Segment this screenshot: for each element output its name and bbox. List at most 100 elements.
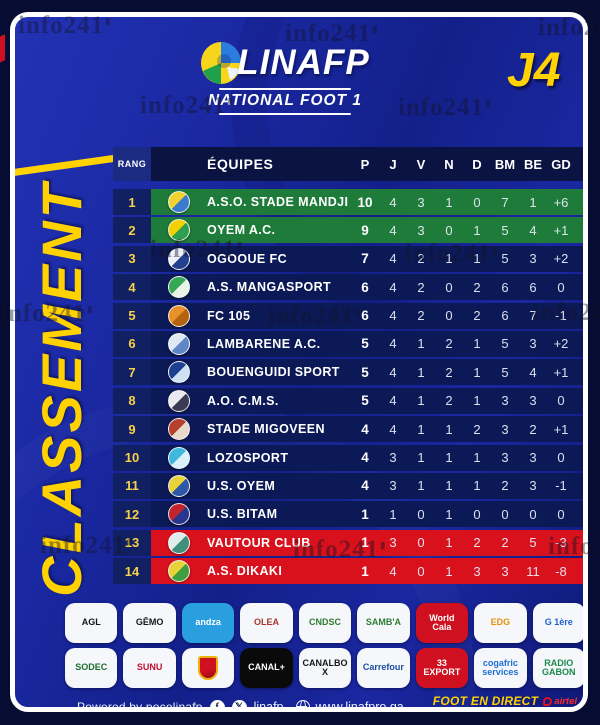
stat-cell: 2 xyxy=(473,421,481,437)
sponsor-logo: CNDSC xyxy=(298,603,352,643)
stat-column-header: BM xyxy=(494,156,516,172)
stat-cell: 4 xyxy=(389,308,397,324)
club-badge-icon xyxy=(168,276,190,299)
stat-cell: 2 xyxy=(501,478,509,494)
stat-cell: 6 xyxy=(501,308,509,324)
points-cell: 5 xyxy=(361,364,369,380)
sponsor-logo: OLEA xyxy=(240,603,293,643)
stat-column-header: BE xyxy=(523,156,543,172)
stat-cell: +1 xyxy=(553,421,569,437)
club-badge-icon xyxy=(168,247,190,270)
standings-table: RANG ÉQUIPES P J V N D BM BE GD 1 A.S.O. STADE M… xyxy=(113,147,583,586)
team-name: VAUTOUR CLUB xyxy=(207,535,311,550)
sponsor-label: OLEA xyxy=(254,617,280,628)
stat-cell: 1 xyxy=(417,478,425,494)
stat-cell: 4 xyxy=(389,251,397,267)
stat-cell: 1 xyxy=(417,364,425,380)
table-row: 3 OGOOUE FC 7 4 2 1 1 5 3 +2 xyxy=(113,245,583,272)
points-cell: 1 xyxy=(361,506,369,522)
sponsor-logo: Carrefour xyxy=(357,648,410,688)
airtel-brand: airtel xyxy=(554,695,577,707)
stat-cell: 1 xyxy=(417,393,425,409)
team-name: A.S. DIKAKI xyxy=(207,564,283,579)
table-row: 2 OYEM A.C. 9 4 3 0 1 5 4 +1 xyxy=(113,217,583,244)
table-row: 5 FC 105 6 4 2 0 2 6 7 -1 xyxy=(113,302,583,329)
stat-cell: 3 xyxy=(529,251,537,267)
stat-cell: 0 xyxy=(445,279,453,295)
stat-column-header: V xyxy=(416,156,426,172)
stat-cell: -8 xyxy=(555,563,567,579)
stat-cell: 0 xyxy=(417,506,425,522)
club-badge-icon xyxy=(168,304,190,327)
points-cell: 1 xyxy=(361,535,369,551)
stat-cell: +6 xyxy=(553,194,569,210)
team-name: STADE MIGOVEEN xyxy=(207,422,325,437)
stat-cell: 1 xyxy=(473,450,481,466)
stat-cell: 1 xyxy=(473,251,481,267)
divider xyxy=(219,113,351,115)
stat-cell: 1 xyxy=(417,336,425,352)
social-handle: linafp xyxy=(253,700,284,712)
club-badge-icon xyxy=(168,361,190,384)
stat-cell: 1 xyxy=(473,222,481,238)
team-name: U.S. OYEM xyxy=(207,478,276,493)
team-name: OYEM A.C. xyxy=(207,223,276,238)
sponsor-label: andza xyxy=(195,617,221,628)
points-cell: 7 xyxy=(361,251,369,267)
stat-cell: 2 xyxy=(417,308,425,324)
rank-cell: 12 xyxy=(113,501,151,528)
league-name: LINAFP xyxy=(237,43,370,82)
stat-cell: 0 xyxy=(557,506,565,522)
club-badge-icon xyxy=(168,503,190,526)
stat-column-header: P xyxy=(360,156,370,172)
sponsor-logo: CANAL+ xyxy=(240,648,293,688)
stat-cell: 4 xyxy=(389,222,397,238)
team-name: U.S. BITAM xyxy=(207,507,278,522)
club-badge-icon xyxy=(168,191,190,213)
table-row: 1 A.S.O. STADE MANDJI 10 4 3 1 0 7 1 +6 xyxy=(113,189,583,215)
team-column-header: ÉQUIPES xyxy=(207,156,274,172)
stat-cell: 1 xyxy=(473,478,481,494)
sponsor-label: CANALBOX xyxy=(302,657,348,677)
stat-cell: 1 xyxy=(445,194,453,210)
stat-cell: 0 xyxy=(501,506,509,522)
sponsor-logo: cogafric services xyxy=(474,648,527,688)
live-label: FOOT EN DIRECT xyxy=(432,694,539,708)
team-name: OGOOUE FC xyxy=(207,251,287,266)
stat-cell: 0 xyxy=(557,279,565,295)
points-cell: 6 xyxy=(361,308,369,324)
team-name: BOUENGUIDI SPORT xyxy=(207,365,340,380)
stat-cell: 1 xyxy=(473,393,481,409)
rank-cell: 1 xyxy=(113,189,151,215)
footer: Powered by pocolinafp f 𝕏 linafp www.lin… xyxy=(77,691,577,712)
stat-cell: 3 xyxy=(389,535,397,551)
stat-cell: 2 xyxy=(445,336,453,352)
stat-cell: 4 xyxy=(529,222,537,238)
team-name: A.S.O. STADE MANDJI xyxy=(207,195,349,209)
side-title: CLASSEMENT xyxy=(30,181,93,597)
stat-cell: 6 xyxy=(529,279,537,295)
table-row: 12 U.S. BITAM 1 1 0 1 0 0 0 0 xyxy=(113,501,583,528)
rank-cell: 6 xyxy=(113,330,151,357)
team-name: LOZOSPORT xyxy=(207,450,289,465)
stat-cell: 3 xyxy=(417,222,425,238)
stat-cell: -3 xyxy=(555,535,567,551)
stat-cell: 4 xyxy=(389,421,397,437)
facebook-icon: f xyxy=(209,699,225,707)
stat-cell: 1 xyxy=(417,450,425,466)
stat-cell: 1 xyxy=(445,563,453,579)
rank-cell: 3 xyxy=(113,245,151,272)
table-row: 10 LOZOSPORT 4 3 1 1 1 3 3 0 xyxy=(113,444,583,471)
sponsor-label: SAMB'A xyxy=(365,617,401,628)
club-badge-icon xyxy=(168,389,190,412)
stat-cell: 1 xyxy=(445,421,453,437)
table-row: 8 A.O. C.M.S. 5 4 1 2 1 3 3 0 xyxy=(113,387,583,414)
club-badge-icon xyxy=(168,560,190,583)
club-badge-icon xyxy=(168,474,190,497)
sponsor-label: GĒMO xyxy=(135,617,164,628)
stat-cell: 2 xyxy=(473,308,481,324)
stat-cell: 3 xyxy=(501,421,509,437)
points-cell: 9 xyxy=(361,222,369,238)
table-row: 11 U.S. OYEM 4 3 1 1 1 2 3 -1 xyxy=(113,472,583,499)
stat-cell: 3 xyxy=(501,563,509,579)
